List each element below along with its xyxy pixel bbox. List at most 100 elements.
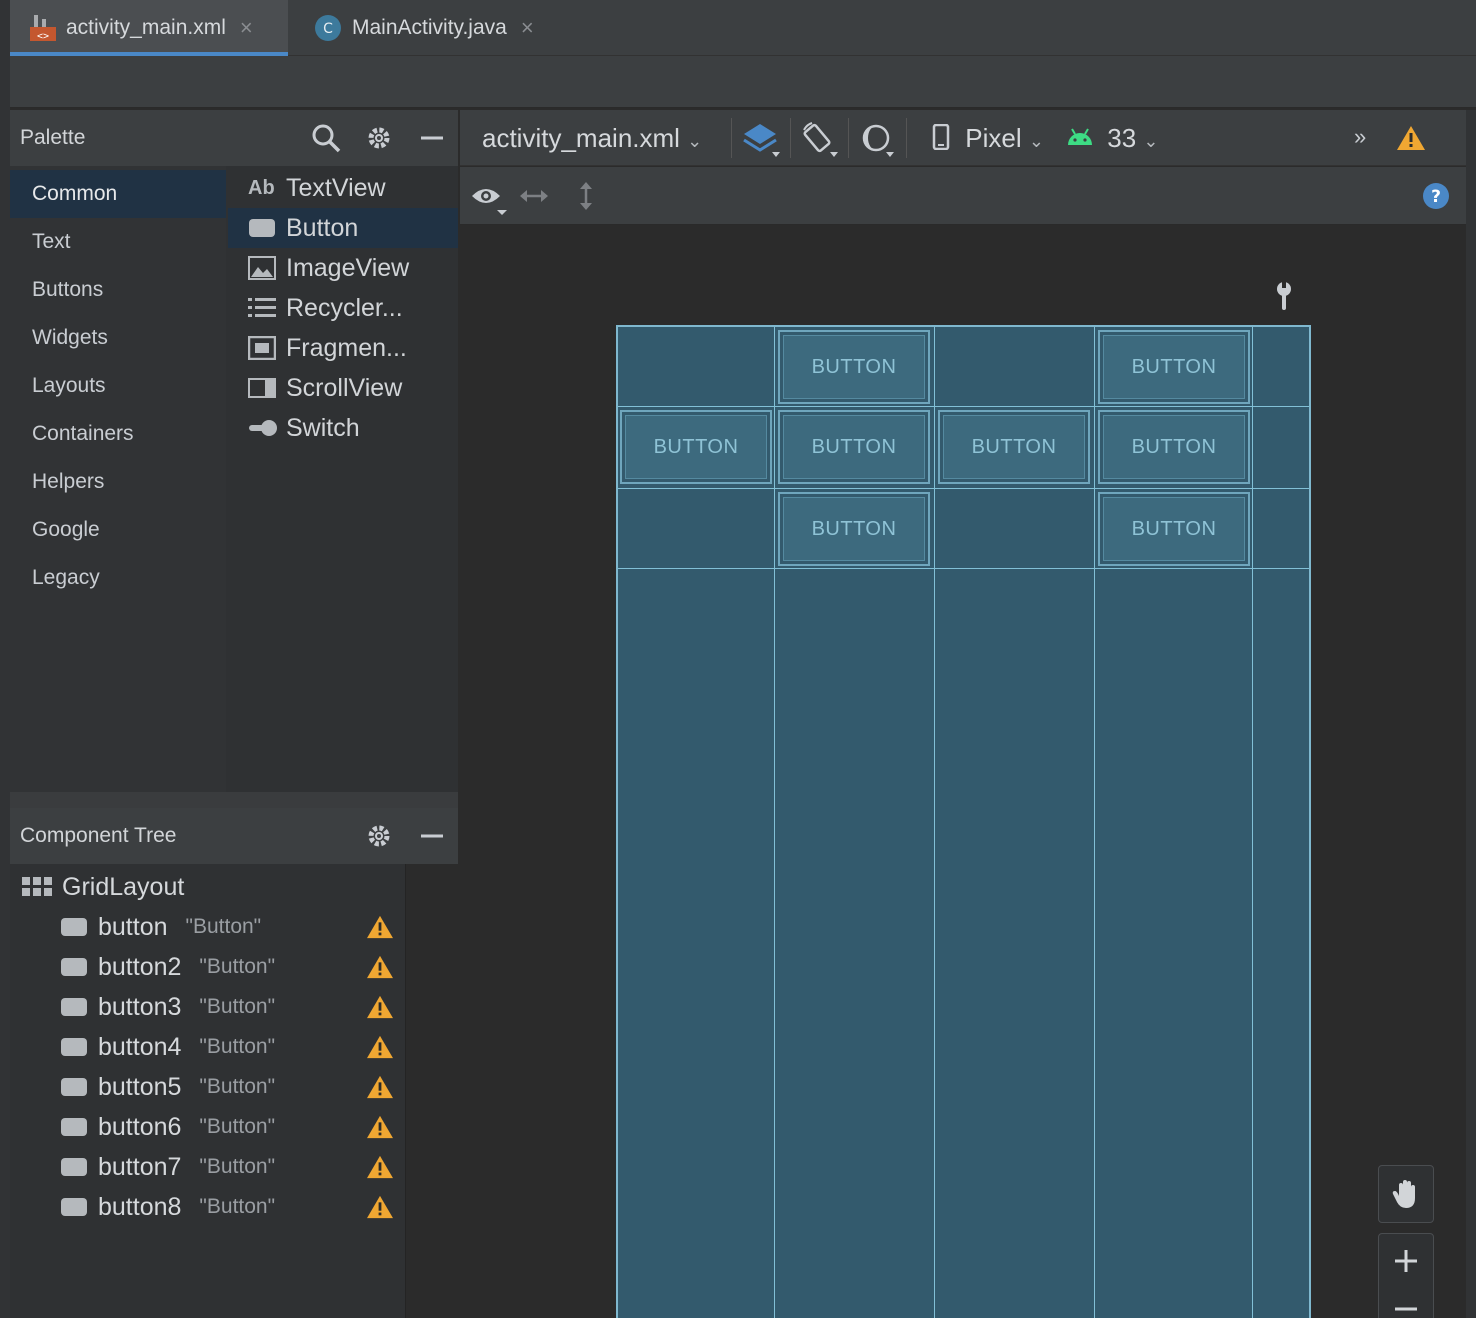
tree-item-gridlayout[interactable]: GridLayout	[22, 867, 184, 907]
minimize-icon[interactable]	[416, 820, 448, 852]
gear-icon[interactable]	[363, 122, 395, 154]
tree-item-button[interactable]: button3 "Button"	[60, 987, 275, 1027]
tree-item-id: button3	[98, 992, 182, 1021]
palette-item-fragmentcontainerview[interactable]: Fragmen...	[228, 328, 458, 368]
expand-vertical-icon[interactable]	[574, 180, 598, 217]
chevron-down-icon: ⌄	[687, 131, 703, 151]
close-icon[interactable]: ×	[520, 15, 534, 40]
palette-item-textview[interactable]: Ab TextView	[228, 168, 458, 208]
warning-icon[interactable]	[366, 1034, 394, 1060]
warning-icon[interactable]	[366, 994, 394, 1020]
tab-activity-main-xml[interactable]: <> activity_main.xml ×	[10, 0, 288, 56]
api-level-dropdown[interactable]: 33 ⌄	[1066, 123, 1158, 154]
palette-item-switch[interactable]: Switch	[228, 408, 458, 448]
palette-item-label: TextView	[286, 173, 386, 202]
preview-button[interactable]: BUTTON	[1098, 492, 1250, 566]
java-class-icon: C	[315, 15, 341, 41]
warning-icon[interactable]	[366, 1114, 394, 1140]
tree-item-id: button6	[98, 1112, 182, 1141]
minimize-icon[interactable]	[416, 122, 448, 154]
svg-text:<>: <>	[37, 31, 49, 42]
design-subtoolbar	[460, 167, 1466, 225]
chevron-down-icon: ⌄	[1143, 131, 1159, 151]
tree-item-button[interactable]: button2 "Button"	[60, 947, 275, 987]
preview-button[interactable]: BUTTON	[778, 330, 930, 404]
device-dropdown[interactable]: Pixel ⌄	[932, 123, 1044, 154]
palette-item-recyclerview[interactable]: Recycler...	[228, 288, 458, 328]
category-helpers[interactable]: Helpers	[32, 470, 105, 493]
overflow-chevron-icon[interactable]: »	[1354, 124, 1367, 149]
grid-layout-icon	[22, 877, 52, 896]
search-icon[interactable]	[310, 122, 342, 154]
tree-item-id: button2	[98, 952, 182, 981]
category-widgets[interactable]: Widgets	[32, 326, 108, 349]
palette-item-imageview[interactable]: ImageView	[228, 248, 458, 288]
category-buttons[interactable]: Buttons	[32, 278, 104, 301]
category-common[interactable]: Common	[10, 170, 226, 218]
pan-tool-button[interactable]	[1378, 1165, 1434, 1223]
preview-button[interactable]: BUTTON	[938, 410, 1090, 484]
help-icon[interactable]: ?	[1422, 182, 1450, 215]
component-tree-header: Component Tree	[10, 808, 458, 864]
layers-icon[interactable]	[742, 120, 782, 165]
component-tree-title: Component Tree	[20, 824, 177, 847]
palette-item-label: Fragmen...	[286, 333, 407, 362]
zoom-controls	[1378, 1233, 1434, 1318]
warning-icon[interactable]	[366, 954, 394, 980]
tree-item-text: "Button"	[199, 955, 276, 978]
preview-button[interactable]: BUTTON	[620, 410, 772, 484]
tree-item-id: button5	[98, 1072, 182, 1101]
tree-item-button[interactable]: button8 "Button"	[60, 1187, 275, 1227]
tree-item-button[interactable]: button4 "Button"	[60, 1027, 275, 1067]
tree-item-label: GridLayout	[62, 872, 185, 901]
gear-icon[interactable]	[363, 820, 395, 852]
orientation-icon[interactable]	[800, 120, 840, 165]
expand-horizontal-icon[interactable]	[518, 184, 550, 213]
preview-button[interactable]: BUTTON	[1098, 330, 1250, 404]
xml-layout-icon: <>	[30, 15, 56, 42]
warning-icon[interactable]	[366, 914, 394, 940]
palette-item-scrollview[interactable]: ScrollView	[228, 368, 458, 408]
warning-icon[interactable]	[366, 1074, 394, 1100]
category-text[interactable]: Text	[32, 230, 71, 253]
eye-icon[interactable]	[470, 180, 510, 221]
layout-file-dropdown[interactable]: activity_main.xml ⌄	[482, 123, 702, 154]
tree-item-button[interactable]: button5 "Button"	[60, 1067, 275, 1107]
preview-button[interactable]: BUTTON	[1098, 410, 1250, 484]
palette-title: Palette	[20, 126, 86, 149]
wrench-icon[interactable]	[1272, 280, 1296, 317]
tree-item-button[interactable]: button7 "Button"	[60, 1147, 275, 1187]
category-containers[interactable]: Containers	[32, 422, 134, 445]
tree-item-button[interactable]: button "Button"	[60, 907, 261, 947]
button-icon	[248, 218, 278, 238]
tree-item-id: button7	[98, 1152, 182, 1181]
device-screen-preview[interactable]: BUTTON BUTTON BUTTON BUTTON BUTTON BUTTO…	[616, 325, 1311, 1318]
palette-item-label: Button	[286, 213, 359, 242]
palette-item-button[interactable]: Button	[228, 208, 458, 248]
device-label: Pixel	[965, 123, 1022, 153]
category-layouts[interactable]: Layouts	[32, 374, 106, 397]
category-google[interactable]: Google	[32, 518, 100, 541]
warning-icon[interactable]	[1396, 124, 1426, 157]
button-icon	[61, 1038, 87, 1056]
tab-mainactivity-java[interactable]: C MainActivity.java ×	[302, 0, 562, 56]
scroll-icon	[248, 378, 278, 398]
zoom-in-icon[interactable]	[1393, 1248, 1419, 1279]
warning-icon[interactable]	[366, 1194, 394, 1220]
button-icon	[61, 918, 87, 936]
button-icon	[61, 1198, 87, 1216]
theme-night-icon[interactable]	[860, 120, 900, 165]
category-legacy[interactable]: Legacy	[32, 566, 100, 589]
tree-item-text: "Button"	[199, 995, 276, 1018]
preview-button[interactable]: BUTTON	[778, 492, 930, 566]
preview-button[interactable]: BUTTON	[778, 410, 930, 484]
zoom-out-icon[interactable]	[1393, 1302, 1419, 1318]
close-icon[interactable]: ×	[239, 15, 253, 40]
panel-splitter[interactable]	[10, 792, 458, 808]
editor-tab-bar: <> activity_main.xml × C MainActivity.ja…	[10, 0, 1476, 56]
android-icon	[1068, 128, 1092, 145]
tree-item-button[interactable]: button6 "Button"	[60, 1107, 275, 1147]
svg-text:?: ?	[1431, 187, 1441, 207]
palette-header: Palette	[10, 110, 458, 166]
warning-icon[interactable]	[366, 1154, 394, 1180]
